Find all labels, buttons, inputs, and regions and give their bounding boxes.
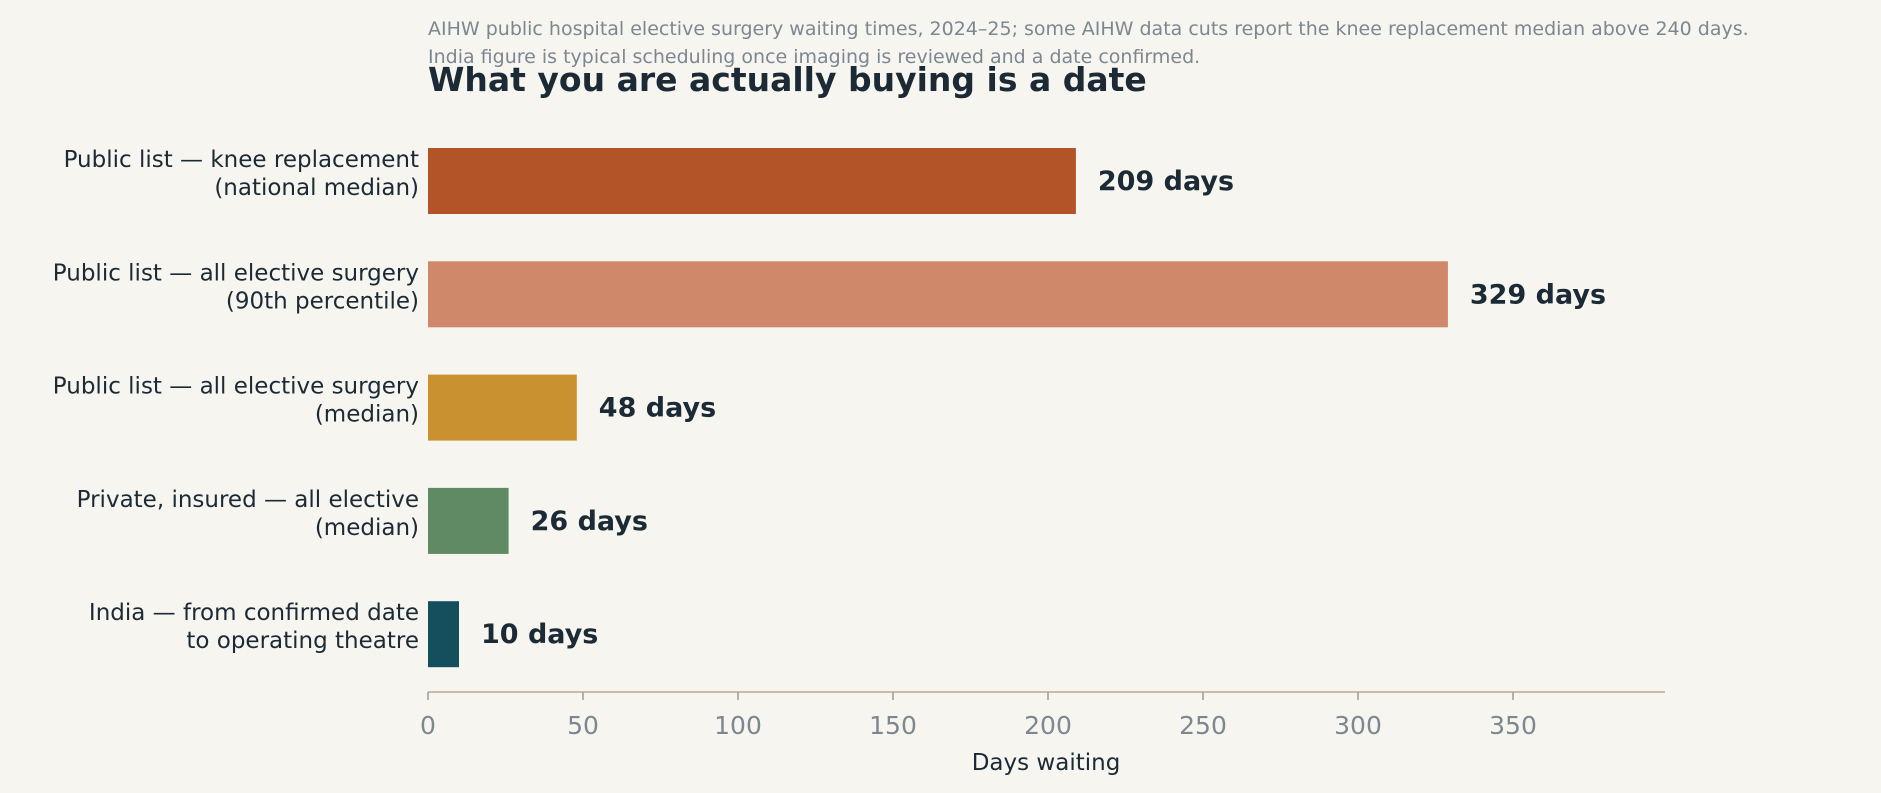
x-axis-title: Days waiting <box>972 750 1121 776</box>
bar <box>428 148 1076 214</box>
x-axis-ticks-group: 0 50 100 150 200 250 300 350 <box>420 692 1537 740</box>
bar <box>428 601 459 668</box>
bar <box>428 374 577 441</box>
category-label: to operating theatre <box>186 628 419 654</box>
x-tick-label: 350 <box>1489 711 1537 740</box>
x-tick-label: 150 <box>869 711 917 740</box>
category-label: Public list — all elective surgery <box>53 374 419 400</box>
value-label: 26 days <box>531 506 648 537</box>
chart-subtitle-line-1: AIHW public hospital elective surgery wa… <box>428 18 1749 40</box>
category-label: India — from confirmed date <box>89 600 419 626</box>
x-tick-label: 100 <box>714 711 762 740</box>
x-tick-label: 200 <box>1024 711 1072 740</box>
chart-title: What you are actually buying is a date <box>428 60 1147 99</box>
value-label: 329 days <box>1470 279 1606 310</box>
x-tick-label: 250 <box>1179 711 1227 740</box>
value-label: 48 days <box>599 393 716 424</box>
chart-subtitle-line-2: India figure is typical scheduling once … <box>428 46 1200 68</box>
x-tick-label: 50 <box>567 711 599 740</box>
category-label: (90th percentile) <box>226 288 419 314</box>
category-label: Public list — all elective surgery <box>53 260 419 286</box>
x-tick-label: 300 <box>1334 711 1382 740</box>
x-tick-label: 0 <box>420 711 436 740</box>
category-labels-group: Public list — knee replacement(national … <box>53 147 419 654</box>
category-label: Private, insured — all elective <box>77 487 419 513</box>
value-labels-group: 209 days 329 days 48 days 26 days 10 days <box>481 166 1606 650</box>
category-label: (median) <box>315 402 419 428</box>
category-label: (median) <box>315 515 419 541</box>
bars-group <box>428 148 1448 668</box>
bar <box>428 261 1448 328</box>
category-label: (national median) <box>214 175 419 201</box>
value-label: 10 days <box>481 619 598 650</box>
category-label: Public list — knee replacement <box>64 147 419 173</box>
value-label: 209 days <box>1098 166 1234 197</box>
bar <box>428 487 509 554</box>
